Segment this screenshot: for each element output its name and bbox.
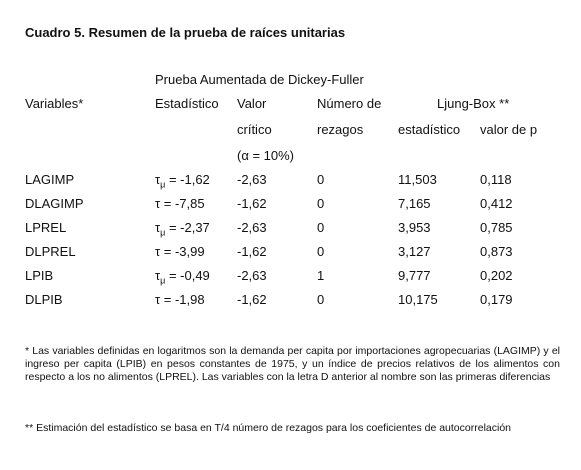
lb-statistic: 3,127 — [398, 244, 431, 259]
column-header: Estadístico — [155, 96, 219, 111]
statistic-cell: τ = -1,98 — [155, 292, 205, 308]
column-header: Número de — [317, 96, 382, 111]
subscript: μ — [160, 275, 166, 286]
lb-statistic: 9,777 — [398, 268, 431, 283]
column-header: rezagos — [317, 122, 364, 137]
p-value: 0,873 — [480, 244, 513, 259]
column-header: Variables* — [25, 96, 84, 111]
column-header: Valor — [237, 96, 267, 111]
statistic-cell: τ = -7,85 — [155, 196, 205, 212]
lags: 0 — [317, 172, 325, 187]
critical-value: -2,63 — [237, 268, 267, 283]
column-header: crítico — [237, 122, 272, 137]
title: Cuadro 5. Resumen de la prueba de raíces… — [25, 25, 346, 40]
symbol: τ — [155, 220, 161, 235]
critical-value: -1,62 — [237, 244, 267, 259]
lags: 0 — [317, 244, 325, 259]
statistic: = -7,85 — [160, 196, 205, 211]
variable: LPREL — [25, 220, 67, 235]
statistic-cell: τμ = -1,62 — [155, 172, 210, 193]
lags: 0 — [317, 196, 325, 211]
critical-value: -2,63 — [237, 172, 267, 187]
lb-statistic: 7,165 — [398, 196, 431, 211]
subscript: μ — [160, 227, 166, 238]
statistic-cell: τμ = -2,37 — [155, 220, 210, 241]
variable: LPIB — [25, 268, 54, 283]
statistic-cell: τμ = -0,49 — [155, 268, 210, 289]
symbol: τ — [155, 244, 161, 259]
lb-statistic: 3,953 — [398, 220, 431, 235]
statistic: = -3,99 — [160, 244, 205, 259]
column-header: (α = 10%) — [237, 148, 295, 163]
p-value: 0,118 — [480, 172, 512, 187]
column-header: Ljung-Box ** — [437, 96, 510, 111]
symbol: τ — [155, 172, 161, 187]
group-header: Prueba Aumentada de Dickey-Fuller — [155, 72, 364, 87]
p-value: 0,785 — [480, 220, 513, 235]
lb-statistic: 10,175 — [398, 292, 438, 307]
statistic: = -1,98 — [160, 292, 205, 307]
symbol: τ — [155, 196, 161, 211]
symbol: τ — [155, 292, 161, 307]
variable: DLPREL — [25, 244, 76, 259]
critical-value: -2,63 — [237, 220, 267, 235]
symbol: τ — [155, 268, 161, 283]
lags: 1 — [317, 268, 325, 283]
variable: DLAGIMP — [25, 196, 84, 211]
note: ** Estimación del estadístico se basa en… — [25, 422, 511, 434]
subscript: μ — [160, 179, 166, 190]
column-header: estadístico — [398, 122, 461, 137]
critical-value: -1,62 — [237, 196, 267, 211]
statistic: = -1,62 — [165, 172, 210, 187]
note: * Las variables definidas en logaritmos … — [25, 345, 560, 383]
p-value: 0,412 — [480, 196, 513, 211]
lags: 0 — [317, 220, 325, 235]
statistic-cell: τ = -3,99 — [155, 244, 205, 260]
column-header: valor de p — [480, 122, 538, 137]
critical-value: -1,62 — [237, 292, 267, 307]
lags: 0 — [317, 292, 325, 307]
p-value: 0,202 — [480, 268, 513, 283]
variable: LAGIMP — [25, 172, 75, 187]
lb-statistic: 11,503 — [398, 172, 437, 187]
statistic: = -2,37 — [165, 220, 210, 235]
variable: DLPIB — [25, 292, 63, 307]
p-value: 0,179 — [480, 292, 513, 307]
statistic: = -0,49 — [165, 268, 210, 283]
